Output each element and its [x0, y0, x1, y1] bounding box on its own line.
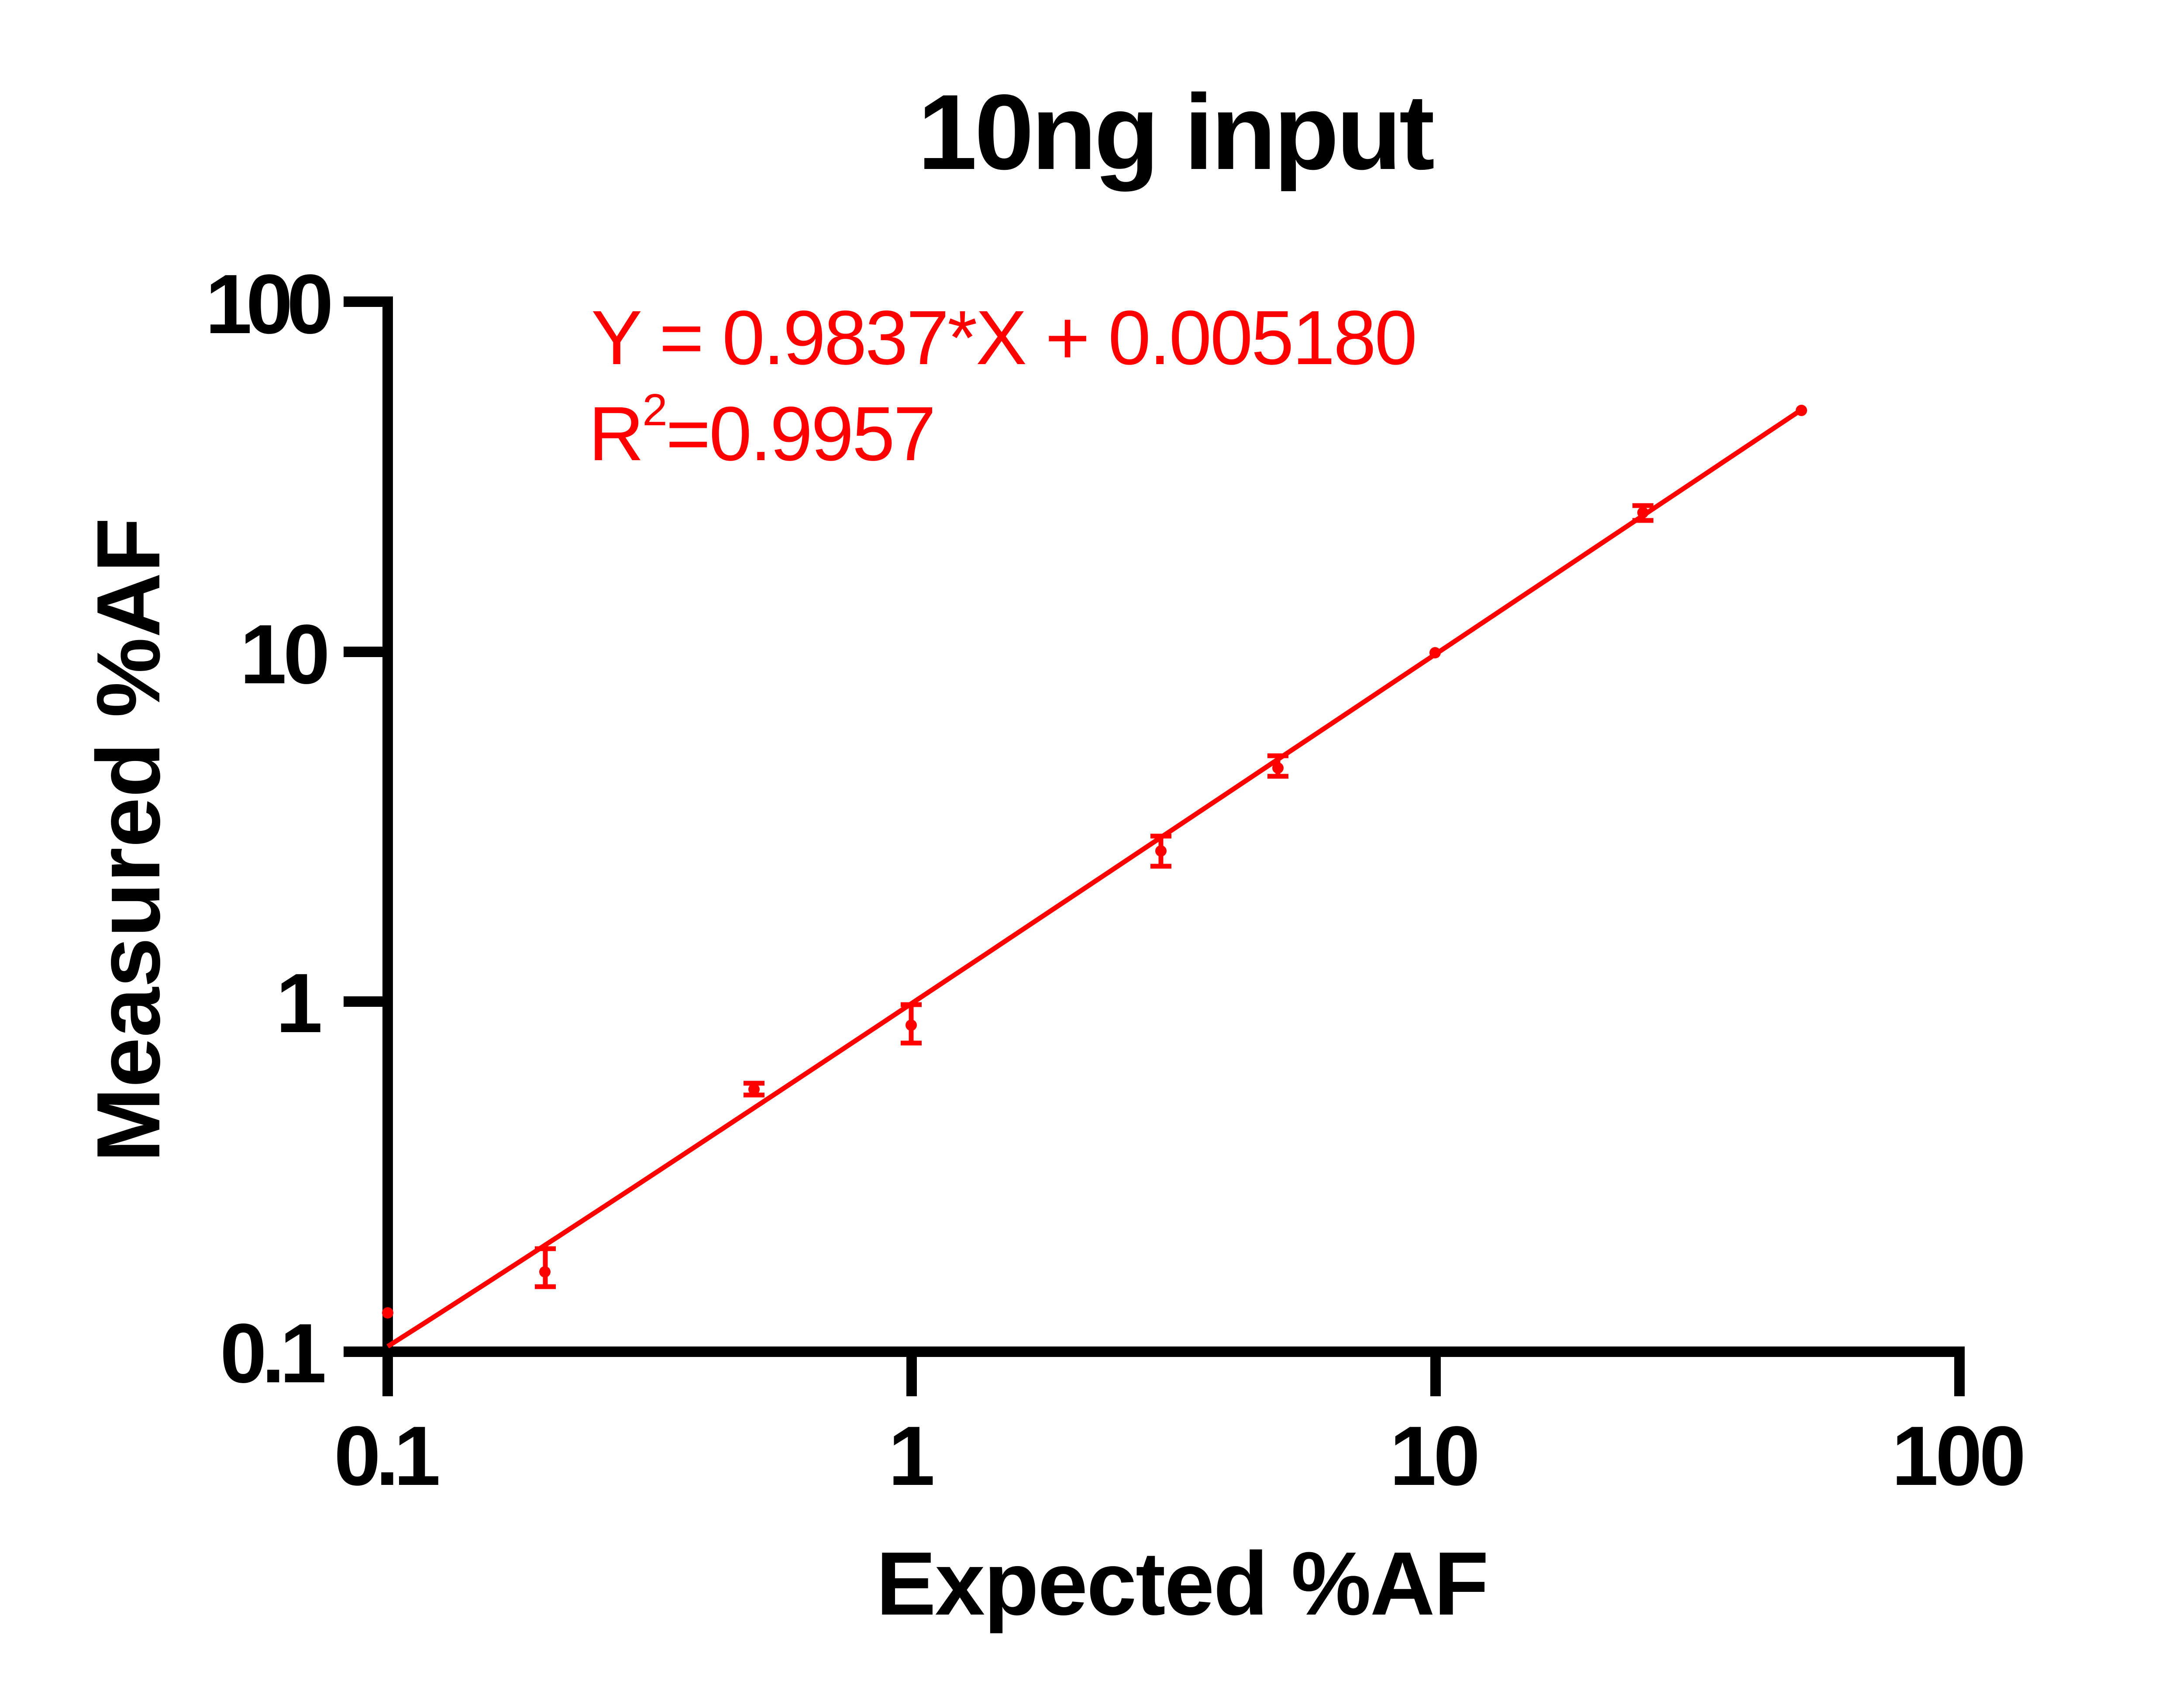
- svg-text:100: 100: [205, 257, 331, 351]
- svg-text:1: 1: [276, 956, 323, 1050]
- svg-text:Measured %AF: Measured %AF: [78, 518, 179, 1163]
- svg-text:100: 100: [1891, 1408, 2023, 1503]
- svg-text:10: 10: [1390, 1408, 1477, 1503]
- svg-text:R2=0.9957: R2=0.9957: [589, 385, 934, 477]
- svg-text:Expected %AF: Expected %AF: [876, 1533, 1488, 1634]
- svg-text:10: 10: [240, 607, 327, 701]
- svg-text:1: 1: [888, 1408, 935, 1503]
- svg-text:Y = 0.9837*X + 0.005180: Y = 0.9837*X + 0.005180: [591, 295, 1416, 381]
- svg-text:10ng input: 10ng input: [918, 72, 1434, 192]
- svg-text:0.1: 0.1: [220, 1306, 324, 1400]
- svg-text:0.1: 0.1: [334, 1408, 438, 1503]
